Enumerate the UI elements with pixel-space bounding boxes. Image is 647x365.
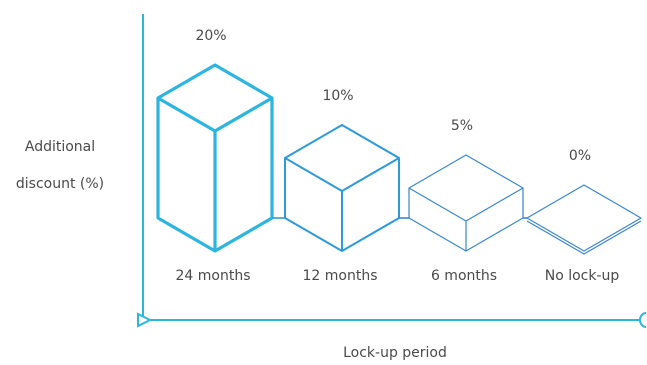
y-axis-label-line-2: discount (%)	[16, 176, 104, 192]
data-label-1: 10%	[322, 88, 353, 104]
bar-cube-3	[526, 184, 642, 255]
category-label-3: No lock-up	[545, 268, 620, 284]
y-axis-label-line-1: Additional	[25, 139, 95, 155]
data-label-0: 20%	[195, 28, 226, 44]
bar-0: 20% 24 months	[156, 28, 274, 284]
bar-cube-0	[156, 63, 274, 253]
axes	[137, 14, 647, 328]
x-axis-end-cap-icon	[639, 312, 647, 328]
bar-3: 0% No lock-up	[526, 148, 642, 284]
category-label-2: 6 months	[431, 268, 497, 284]
bar-cube-1	[284, 124, 400, 252]
category-label-1: 12 months	[303, 268, 378, 284]
bar-cube-2	[408, 154, 524, 252]
x-axis-start-arrow-icon	[137, 312, 153, 328]
data-label-3: 0%	[569, 148, 591, 164]
x-axis-label: Lock-up period	[343, 345, 447, 361]
data-label-2: 5%	[451, 118, 473, 134]
category-label-0: 24 months	[176, 268, 251, 284]
bars-group: 20% 24 months 10% 12 months 5% 6 months 0% No l…	[156, 28, 642, 284]
bar-1: 10% 12 months	[284, 88, 400, 284]
bar-2: 5% 6 months	[408, 118, 524, 284]
